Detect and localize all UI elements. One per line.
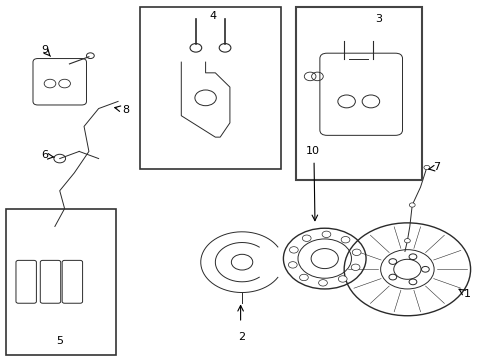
Circle shape bbox=[341, 237, 349, 243]
Circle shape bbox=[289, 247, 298, 253]
Text: 6: 6 bbox=[41, 150, 48, 160]
Circle shape bbox=[404, 239, 409, 243]
Circle shape bbox=[408, 203, 414, 207]
Circle shape bbox=[351, 249, 360, 256]
Circle shape bbox=[302, 235, 310, 242]
Text: 1: 1 bbox=[463, 289, 470, 299]
Text: 8: 8 bbox=[122, 105, 129, 115]
Circle shape bbox=[423, 165, 429, 170]
Bar bbox=[295, 7, 421, 180]
Circle shape bbox=[288, 262, 297, 268]
Bar bbox=[6, 208, 116, 355]
Text: 4: 4 bbox=[209, 11, 216, 21]
Circle shape bbox=[350, 264, 359, 270]
Text: 7: 7 bbox=[432, 162, 439, 172]
Text: 10: 10 bbox=[305, 147, 319, 157]
Text: 9: 9 bbox=[41, 45, 49, 55]
Bar bbox=[140, 7, 281, 169]
Circle shape bbox=[318, 280, 326, 286]
Circle shape bbox=[338, 276, 346, 282]
Text: 3: 3 bbox=[374, 14, 381, 24]
Circle shape bbox=[299, 274, 307, 281]
Text: 5: 5 bbox=[56, 336, 63, 346]
Text: 2: 2 bbox=[238, 332, 245, 342]
Circle shape bbox=[322, 231, 330, 238]
